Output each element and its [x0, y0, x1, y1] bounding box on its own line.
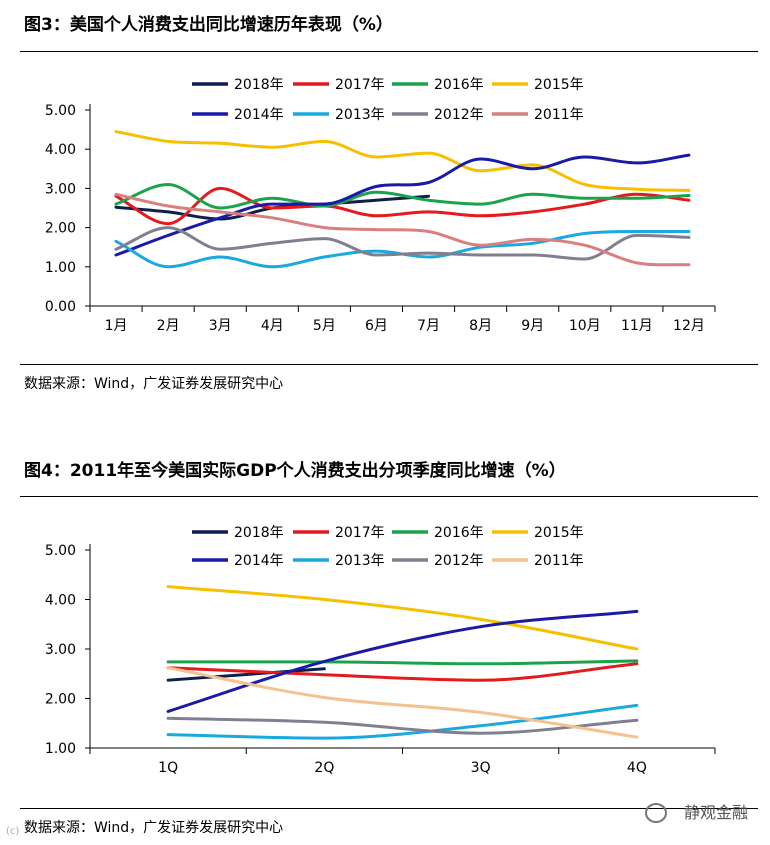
legend-label-2011年: 2011年 — [534, 553, 584, 569]
legend-label-2013年: 2013年 — [335, 107, 385, 123]
y-tick-label: 4.00 — [45, 593, 76, 609]
y-tick-label: 1.00 — [45, 260, 76, 276]
legend-label-2015年: 2015年 — [534, 77, 584, 93]
figure-4-top-rule — [20, 496, 758, 497]
legend-label-2014年: 2014年 — [234, 107, 284, 123]
figure-3-title: 图3：美国个人消费支出同比增速历年表现（%） — [24, 15, 393, 35]
x-tick-label: 7月 — [417, 318, 440, 334]
x-tick-label: 12月 — [673, 318, 705, 334]
y-tick-label: 4.00 — [45, 142, 76, 158]
series-line-2014年 — [166, 609, 639, 713]
x-tick-label: 4Q — [627, 760, 647, 776]
y-tick-label: 2.00 — [45, 692, 76, 708]
x-tick-label: 4月 — [261, 318, 284, 334]
legend-label-2012年: 2012年 — [434, 107, 484, 123]
series-line-2012年 — [114, 226, 691, 261]
x-tick-label: 5月 — [313, 318, 336, 334]
wechat-icon — [645, 803, 667, 823]
x-tick-label: 8月 — [469, 318, 492, 334]
corner-mark: (c) — [6, 826, 20, 837]
series-line-2015年 — [114, 130, 691, 192]
x-tick-label: 10月 — [569, 318, 601, 334]
figure-3-bottom-rule — [20, 364, 758, 365]
legend-label-2014年: 2014年 — [234, 553, 284, 569]
legend-label-2017年: 2017年 — [335, 525, 385, 541]
x-tick-label: 2月 — [157, 318, 180, 334]
series-line-2017年 — [166, 662, 639, 682]
series-line-2014年 — [114, 153, 691, 257]
series-line-2016年 — [114, 183, 691, 210]
series-line-2016年 — [166, 659, 639, 666]
y-tick-label: 3.00 — [45, 181, 76, 197]
series-line-2018年 — [166, 667, 326, 682]
figure-3-top-rule — [20, 51, 758, 52]
y-tick-label: 3.00 — [45, 642, 76, 658]
x-tick-label: 3Q — [471, 760, 491, 776]
series-line-2011年 — [166, 666, 639, 739]
figure-3-chart: 2018年 2017年 2016年 2015年 2014年 2013年 2012年 2011年… — [45, 77, 716, 334]
series-line-2011年 — [114, 192, 691, 267]
figure-4-source: 数据来源：Wind，广发证券发展研究中心 — [24, 820, 284, 836]
legend-label-2018年: 2018年 — [234, 77, 284, 93]
y-tick-label: 0.00 — [45, 299, 76, 315]
legend-label-2013年: 2013年 — [335, 553, 385, 569]
legend-label-2016年: 2016年 — [434, 525, 484, 541]
legend-label-2017年: 2017年 — [335, 77, 385, 93]
x-tick-label: 9月 — [521, 318, 544, 334]
figure-4-bottom-rule — [20, 808, 758, 809]
figure-4-title: 图4：2011年至今美国实际GDP个人消费支出分项季度同比增速（%） — [24, 461, 566, 481]
y-tick-label: 1.00 — [45, 741, 76, 757]
legend-label-2018年: 2018年 — [234, 525, 284, 541]
series-line-2017年 — [114, 186, 691, 226]
y-tick-label: 2.00 — [45, 221, 76, 237]
legend-label-2015年: 2015年 — [534, 525, 584, 541]
x-tick-label: 2Q — [314, 760, 334, 776]
series-line-2013年 — [166, 703, 639, 740]
figure-3-source: 数据来源：Wind，广发证券发展研究中心 — [24, 376, 284, 392]
figure-4-chart: 2018年 2017年 2016年 2015年 2014年 2013年 2012年 2011年… — [45, 525, 716, 776]
y-tick-label: 5.00 — [45, 103, 76, 119]
legend-label-2011年: 2011年 — [534, 107, 584, 123]
x-tick-label: 11月 — [621, 318, 653, 334]
x-tick-label: 1月 — [105, 318, 128, 334]
series-line-2012年 — [166, 716, 639, 735]
y-tick-label: 5.00 — [45, 543, 76, 559]
legend-label-2016年: 2016年 — [434, 77, 484, 93]
series-line-2013年 — [114, 230, 691, 269]
x-tick-label: 6月 — [365, 318, 388, 334]
x-tick-label: 3月 — [209, 318, 232, 334]
legend-label-2012年: 2012年 — [434, 553, 484, 569]
series-line-2015年 — [166, 585, 639, 651]
x-tick-label: 1Q — [158, 760, 178, 776]
watermark: 静观金融 — [683, 803, 748, 822]
